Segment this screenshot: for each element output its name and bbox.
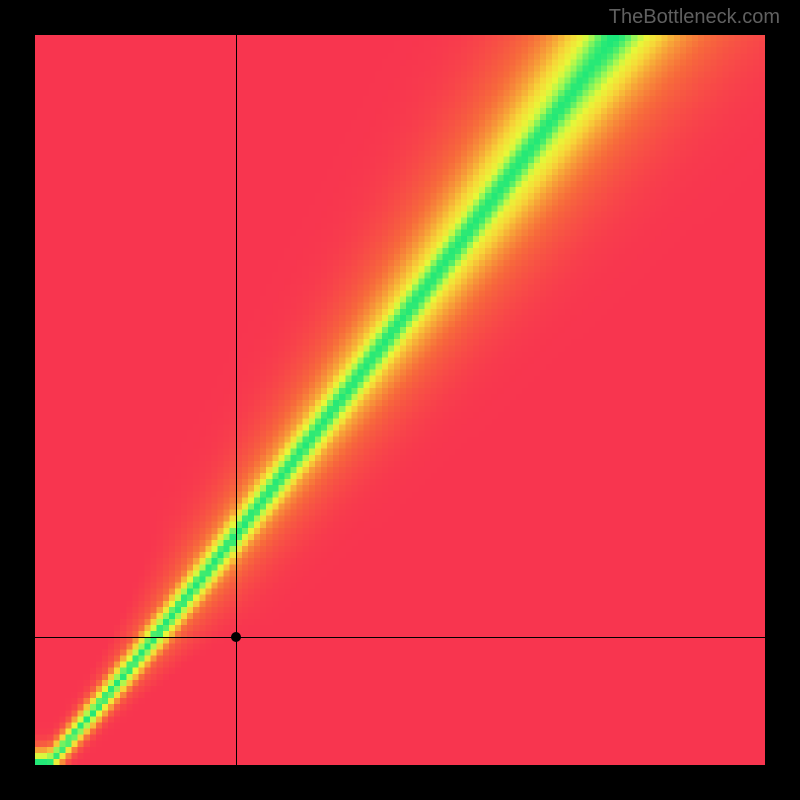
crosshair-marker: [231, 632, 241, 642]
watermark-text: TheBottleneck.com: [609, 6, 780, 29]
figure-container: TheBottleneck.com: [0, 0, 800, 800]
crosshair-horizontal: [35, 637, 765, 638]
crosshair-vertical: [236, 35, 237, 765]
heatmap-canvas: [35, 35, 765, 765]
plot-area: [35, 35, 765, 765]
